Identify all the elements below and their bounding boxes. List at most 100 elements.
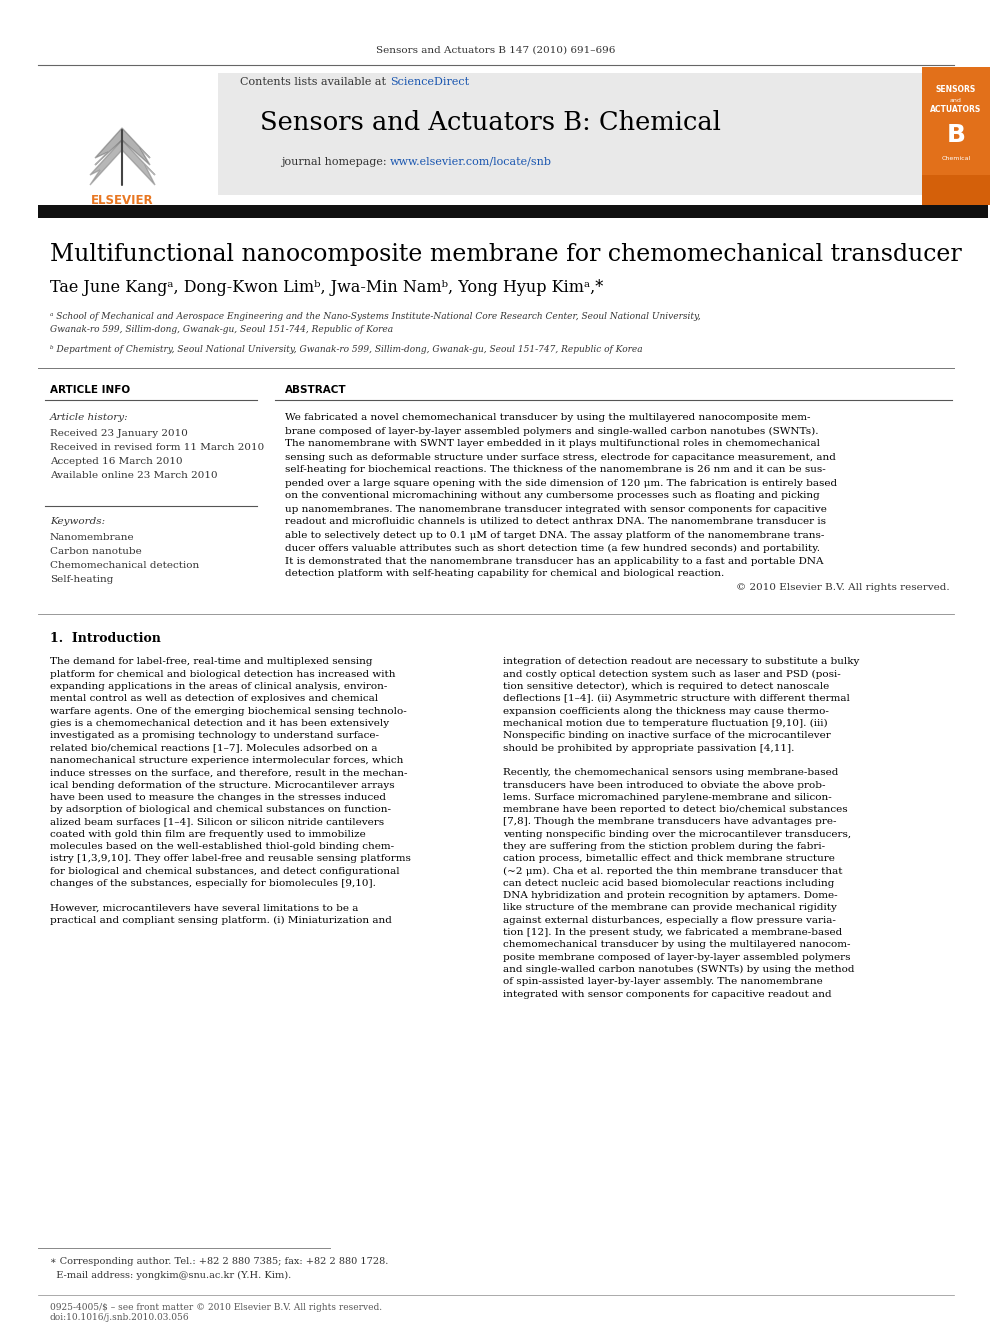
Text: have been used to measure the changes in the stresses induced: have been used to measure the changes in… — [50, 792, 386, 802]
Text: cation process, bimetallic effect and thick membrane structure: cation process, bimetallic effect and th… — [503, 855, 835, 864]
Text: and: and — [950, 98, 962, 102]
Text: molecules based on the well-established thiol-gold binding chem-: molecules based on the well-established … — [50, 841, 394, 851]
Text: We fabricated a novel chemomechanical transducer by using the multilayered nanoc: We fabricated a novel chemomechanical tr… — [285, 414, 810, 422]
Text: readout and microfluidic channels is utilized to detect anthrax DNA. The nanomem: readout and microfluidic channels is uti… — [285, 517, 826, 527]
Text: Keywords:: Keywords: — [50, 517, 105, 527]
Text: expansion coefficients along the thickness may cause thermo-: expansion coefficients along the thickne… — [503, 706, 829, 716]
Text: However, microcantilevers have several limitations to be a: However, microcantilevers have several l… — [50, 904, 358, 913]
Text: The demand for label-free, real-time and multiplexed sensing: The demand for label-free, real-time and… — [50, 658, 373, 667]
Text: able to selectively detect up to 0.1 μM of target DNA. The assay platform of the: able to selectively detect up to 0.1 μM … — [285, 531, 824, 540]
Text: posite membrane composed of layer-by-layer assembled polymers: posite membrane composed of layer-by-lay… — [503, 953, 850, 962]
Text: It is demonstrated that the nanomembrane transducer has an applicability to a fa: It is demonstrated that the nanomembrane… — [285, 557, 823, 565]
Text: Chemomechanical detection: Chemomechanical detection — [50, 561, 199, 569]
Text: expanding applications in the areas of clinical analysis, environ-: expanding applications in the areas of c… — [50, 683, 387, 691]
Text: and costly optical detection system such as laser and PSD (posi-: and costly optical detection system such… — [503, 669, 841, 679]
Text: platform for chemical and biological detection has increased with: platform for chemical and biological det… — [50, 669, 396, 679]
Text: Article history:: Article history: — [50, 414, 129, 422]
Text: transducers have been introduced to obviate the above prob-: transducers have been introduced to obvi… — [503, 781, 825, 790]
Text: chemomechanical transducer by using the multilayered nanocom-: chemomechanical transducer by using the … — [503, 941, 850, 950]
Text: Available online 23 March 2010: Available online 23 March 2010 — [50, 471, 217, 479]
Text: [7,8]. Though the membrane transducers have advantages pre-: [7,8]. Though the membrane transducers h… — [503, 818, 836, 827]
FancyBboxPatch shape — [922, 67, 990, 175]
Text: venting nonspecific binding over the microcantilever transducers,: venting nonspecific binding over the mic… — [503, 830, 851, 839]
Text: nanomechanical structure experience intermolecular forces, which: nanomechanical structure experience inte… — [50, 755, 404, 765]
Text: can detect nucleic acid based biomolecular reactions including: can detect nucleic acid based biomolecul… — [503, 878, 834, 888]
Text: of spin-assisted layer-by-layer assembly. The nanomembrane: of spin-assisted layer-by-layer assembly… — [503, 978, 822, 987]
Text: www.elsevier.com/locate/snb: www.elsevier.com/locate/snb — [390, 157, 552, 167]
Text: ical bending deformation of the structure. Microcantilever arrays: ical bending deformation of the structur… — [50, 781, 395, 790]
Text: sensing such as deformable structure under surface stress, electrode for capacit: sensing such as deformable structure und… — [285, 452, 836, 462]
Text: ACTUATORS: ACTUATORS — [930, 106, 982, 115]
Text: 1.  Introduction: 1. Introduction — [50, 631, 161, 644]
Text: mental control as well as detection of explosives and chemical: mental control as well as detection of e… — [50, 695, 378, 704]
FancyBboxPatch shape — [65, 73, 922, 194]
Text: investigated as a promising technology to understand surface-: investigated as a promising technology t… — [50, 732, 379, 741]
Text: integrated with sensor components for capacitive readout and: integrated with sensor components for ca… — [503, 990, 831, 999]
Text: ABSTRACT: ABSTRACT — [285, 385, 346, 396]
Text: against external disturbances, especially a flow pressure varia-: against external disturbances, especiall… — [503, 916, 836, 925]
Text: lems. Surface micromachined parylene-membrane and silicon-: lems. Surface micromachined parylene-mem… — [503, 792, 831, 802]
Text: Nanomembrane: Nanomembrane — [50, 532, 135, 541]
Text: Sensors and Actuators B 147 (2010) 691–696: Sensors and Actuators B 147 (2010) 691–6… — [376, 45, 616, 54]
Text: integration of detection readout are necessary to substitute a bulky: integration of detection readout are nec… — [503, 658, 859, 667]
Text: changes of the substances, especially for biomolecules [9,10].: changes of the substances, especially fo… — [50, 878, 376, 888]
Text: ELSEVIER: ELSEVIER — [90, 193, 154, 206]
Text: tion [12]. In the present study, we fabricated a membrane-based: tion [12]. In the present study, we fabr… — [503, 929, 842, 937]
Text: and single-walled carbon nanotubes (SWNTs) by using the method: and single-walled carbon nanotubes (SWNT… — [503, 964, 854, 974]
Text: SENSORS: SENSORS — [935, 86, 976, 94]
Text: brane composed of layer-by-layer assembled polymers and single-walled carbon nan: brane composed of layer-by-layer assembl… — [285, 426, 818, 435]
Text: related bio/chemical reactions [1–7]. Molecules adsorbed on a: related bio/chemical reactions [1–7]. Mo… — [50, 744, 378, 753]
Text: doi:10.1016/j.snb.2010.03.056: doi:10.1016/j.snb.2010.03.056 — [50, 1314, 189, 1323]
Text: Sensors and Actuators B: Chemical: Sensors and Actuators B: Chemical — [260, 110, 720, 135]
Text: Self-heating: Self-heating — [50, 574, 113, 583]
Text: for biological and chemical substances, and detect configurational: for biological and chemical substances, … — [50, 867, 400, 876]
Text: warfare agents. One of the emerging biochemical sensing technolo-: warfare agents. One of the emerging bioc… — [50, 706, 407, 716]
Text: ScienceDirect: ScienceDirect — [390, 77, 469, 87]
FancyBboxPatch shape — [38, 205, 988, 218]
Text: up nanomembranes. The nanomembrane transducer integrated with sensor components : up nanomembranes. The nanomembrane trans… — [285, 504, 827, 513]
Text: Received in revised form 11 March 2010: Received in revised form 11 March 2010 — [50, 442, 264, 451]
Text: they are suffering from the stiction problem during the fabri-: they are suffering from the stiction pro… — [503, 841, 825, 851]
Text: Tae June Kangᵃ, Dong-Kwon Limᵇ, Jwa-Min Namᵇ, Yong Hyup Kimᵃ,*: Tae June Kangᵃ, Dong-Kwon Limᵇ, Jwa-Min … — [50, 279, 603, 296]
Polygon shape — [90, 140, 155, 185]
Text: ᵇ Department of Chemistry, Seoul National University, Gwanak-ro 599, Sillim-dong: ᵇ Department of Chemistry, Seoul Nationa… — [50, 345, 643, 355]
FancyBboxPatch shape — [38, 67, 218, 205]
Text: should be prohibited by appropriate passivation [4,11].: should be prohibited by appropriate pass… — [503, 744, 795, 753]
Text: ᵃ School of Mechanical and Aerospace Engineering and the Nano-Systems Institute-: ᵃ School of Mechanical and Aerospace Eng… — [50, 312, 700, 333]
Text: practical and compliant sensing platform. (i) Miniaturization and: practical and compliant sensing platform… — [50, 916, 392, 925]
Text: B: B — [946, 123, 965, 147]
FancyBboxPatch shape — [922, 67, 990, 205]
Text: deflections [1–4]. (ii) Asymmetric structure with different thermal: deflections [1–4]. (ii) Asymmetric struc… — [503, 695, 850, 704]
Text: coated with gold thin film are frequently used to immobilize: coated with gold thin film are frequentl… — [50, 830, 366, 839]
Text: (~2 μm). Cha et al. reported the thin membrane transducer that: (~2 μm). Cha et al. reported the thin me… — [503, 867, 842, 876]
Text: membrane have been reported to detect bio/chemical substances: membrane have been reported to detect bi… — [503, 806, 847, 814]
Text: self-heating for biochemical reactions. The thickness of the nanomembrane is 26 : self-heating for biochemical reactions. … — [285, 466, 825, 475]
Text: like structure of the membrane can provide mechanical rigidity: like structure of the membrane can provi… — [503, 904, 837, 913]
Text: mechanical motion due to temperature fluctuation [9,10]. (iii): mechanical motion due to temperature flu… — [503, 718, 827, 728]
Text: ARTICLE INFO: ARTICLE INFO — [50, 385, 130, 396]
Text: pended over a large square opening with the side dimension of 120 μm. The fabric: pended over a large square opening with … — [285, 479, 837, 487]
Text: Multifunctional nanocomposite membrane for chemomechanical transducer: Multifunctional nanocomposite membrane f… — [50, 243, 962, 266]
Text: © 2010 Elsevier B.V. All rights reserved.: © 2010 Elsevier B.V. All rights reserved… — [736, 582, 950, 591]
Text: DNA hybridization and protein recognition by aptamers. Dome-: DNA hybridization and protein recognitio… — [503, 892, 837, 900]
Text: ducer offers valuable attributes such as short detection time (a few hundred sec: ducer offers valuable attributes such as… — [285, 544, 820, 553]
Text: Carbon nanotube: Carbon nanotube — [50, 546, 142, 556]
Polygon shape — [95, 128, 150, 165]
Text: 0925-4005/$ – see front matter © 2010 Elsevier B.V. All rights reserved.: 0925-4005/$ – see front matter © 2010 El… — [50, 1303, 382, 1311]
Text: detection platform with self-heating capability for chemical and biological reac: detection platform with self-heating cap… — [285, 569, 724, 578]
Text: Received 23 January 2010: Received 23 January 2010 — [50, 429, 187, 438]
Text: Contents lists available at: Contents lists available at — [240, 77, 390, 87]
Text: Accepted 16 March 2010: Accepted 16 March 2010 — [50, 456, 183, 466]
Text: E-mail address: yongkim@snu.ac.kr (Y.H. Kim).: E-mail address: yongkim@snu.ac.kr (Y.H. … — [50, 1270, 292, 1279]
Text: Recently, the chemomechanical sensors using membrane-based: Recently, the chemomechanical sensors us… — [503, 769, 838, 777]
Text: Nonspecific binding on inactive surface of the microcantilever: Nonspecific binding on inactive surface … — [503, 732, 830, 741]
Text: gies is a chemomechanical detection and it has been extensively: gies is a chemomechanical detection and … — [50, 718, 389, 728]
Text: istry [1,3,9,10]. They offer label-free and reusable sensing platforms: istry [1,3,9,10]. They offer label-free … — [50, 855, 411, 864]
Text: on the conventional micromachining without any cumbersome processes such as floa: on the conventional micromachining witho… — [285, 492, 819, 500]
Text: ∗ Corresponding author. Tel.: +82 2 880 7385; fax: +82 2 880 1728.: ∗ Corresponding author. Tel.: +82 2 880 … — [50, 1257, 389, 1266]
Text: The nanomembrane with SWNT layer embedded in it plays multifunctional roles in c: The nanomembrane with SWNT layer embedde… — [285, 439, 820, 448]
Text: alized beam surfaces [1–4]. Silicon or silicon nitride cantilevers: alized beam surfaces [1–4]. Silicon or s… — [50, 818, 384, 827]
Text: induce stresses on the surface, and therefore, result in the mechan-: induce stresses on the surface, and ther… — [50, 769, 408, 777]
Text: by adsorption of biological and chemical substances on function-: by adsorption of biological and chemical… — [50, 806, 391, 814]
Text: Chemical: Chemical — [941, 156, 970, 160]
